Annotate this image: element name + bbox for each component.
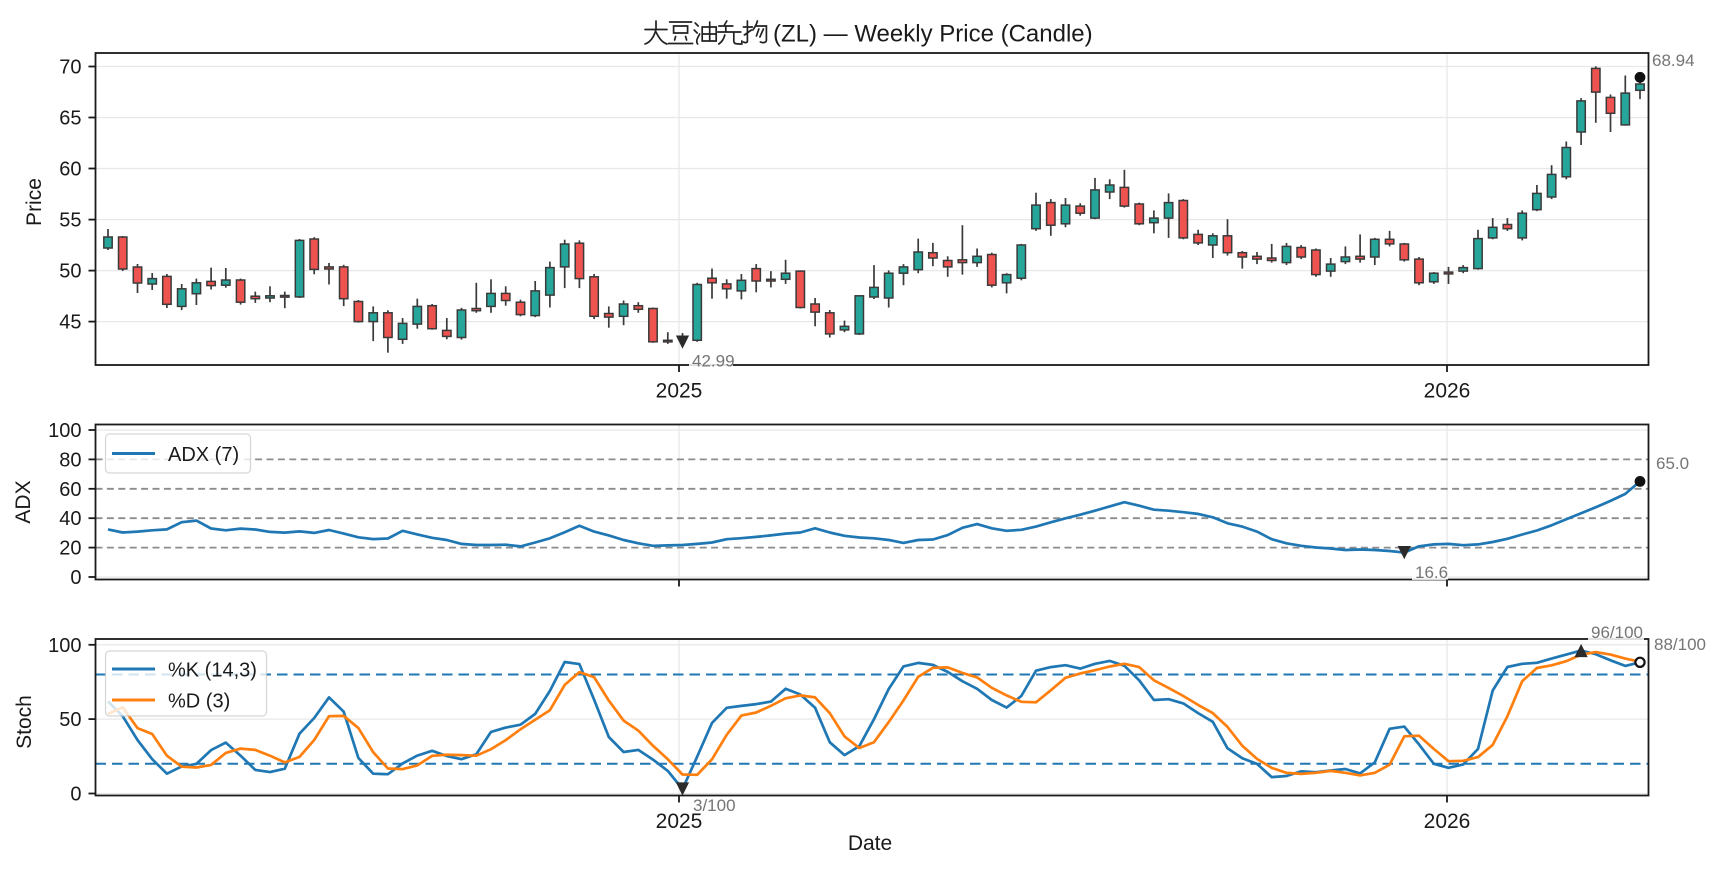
svg-text:2026: 2026 [1424,810,1471,833]
svg-text:20: 20 [59,538,81,560]
svg-text:%K (14,3): %K (14,3) [168,660,257,682]
svg-text:68.94: 68.94 [1652,51,1695,70]
svg-text:Price: Price [23,178,46,226]
svg-text:42.99: 42.99 [692,352,735,371]
svg-text:50: 50 [59,709,81,731]
svg-text:96/100: 96/100 [1591,623,1643,642]
svg-text:3/100: 3/100 [693,796,736,815]
svg-text:ADX: ADX [12,480,35,523]
svg-text:88/100: 88/100 [1654,635,1706,654]
svg-text:60: 60 [59,479,81,501]
svg-text:ADX (7): ADX (7) [168,444,239,466]
svg-text:100: 100 [48,635,81,657]
svg-text:2025: 2025 [656,380,703,403]
svg-text:50: 50 [59,261,81,283]
svg-text:60: 60 [59,159,81,181]
svg-text:Date: Date [848,832,892,855]
svg-text:70: 70 [59,57,81,79]
svg-text:55: 55 [59,210,81,232]
svg-text:%D (3): %D (3) [168,691,230,713]
svg-text:65: 65 [59,108,81,130]
svg-text:100: 100 [48,420,81,442]
svg-text:80: 80 [59,449,81,471]
svg-text:65.0: 65.0 [1656,454,1689,473]
svg-text:0: 0 [70,784,81,806]
svg-text:0: 0 [70,567,81,589]
svg-text:16.6: 16.6 [1415,563,1448,582]
svg-text:2026: 2026 [1424,380,1471,403]
svg-text:45: 45 [59,312,81,334]
svg-text:2025: 2025 [656,810,703,833]
svg-text:40: 40 [59,508,81,530]
svg-text:(ZL) — Weekly Price (Candle): (ZL) — Weekly Price (Candle) [773,21,1093,48]
svg-text:Stoch: Stoch [13,695,36,749]
